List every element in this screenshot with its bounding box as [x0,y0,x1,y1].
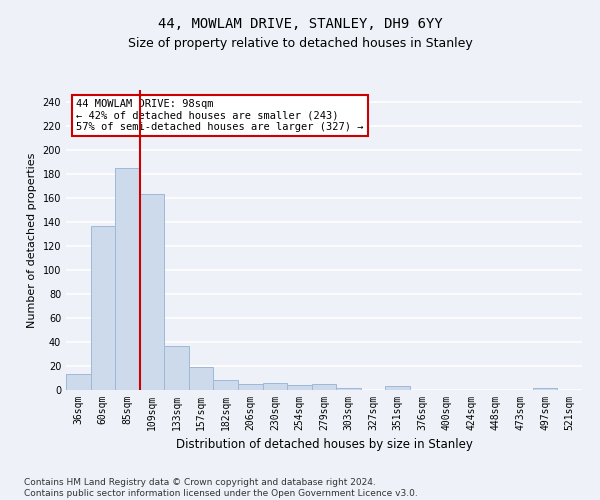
Bar [336,388,361,390]
X-axis label: Distribution of detached houses by size in Stanley: Distribution of detached houses by size … [176,438,472,452]
Bar [164,346,189,390]
Bar [263,383,287,390]
Bar [140,194,164,390]
Text: 44, MOWLAM DRIVE, STANLEY, DH9 6YY: 44, MOWLAM DRIVE, STANLEY, DH9 6YY [158,18,442,32]
Text: 44 MOWLAM DRIVE: 98sqm
← 42% of detached houses are smaller (243)
57% of semi-de: 44 MOWLAM DRIVE: 98sqm ← 42% of detached… [76,99,364,132]
Bar [385,386,410,390]
Text: Size of property relative to detached houses in Stanley: Size of property relative to detached ho… [128,38,472,51]
Bar [533,388,557,390]
Bar [91,226,115,390]
Y-axis label: Number of detached properties: Number of detached properties [27,152,37,328]
Text: Contains HM Land Registry data © Crown copyright and database right 2024.
Contai: Contains HM Land Registry data © Crown c… [24,478,418,498]
Bar [238,384,263,390]
Bar [189,367,214,390]
Bar [312,384,336,390]
Bar [115,168,140,390]
Bar [66,374,91,390]
Bar [214,380,238,390]
Bar [287,385,312,390]
